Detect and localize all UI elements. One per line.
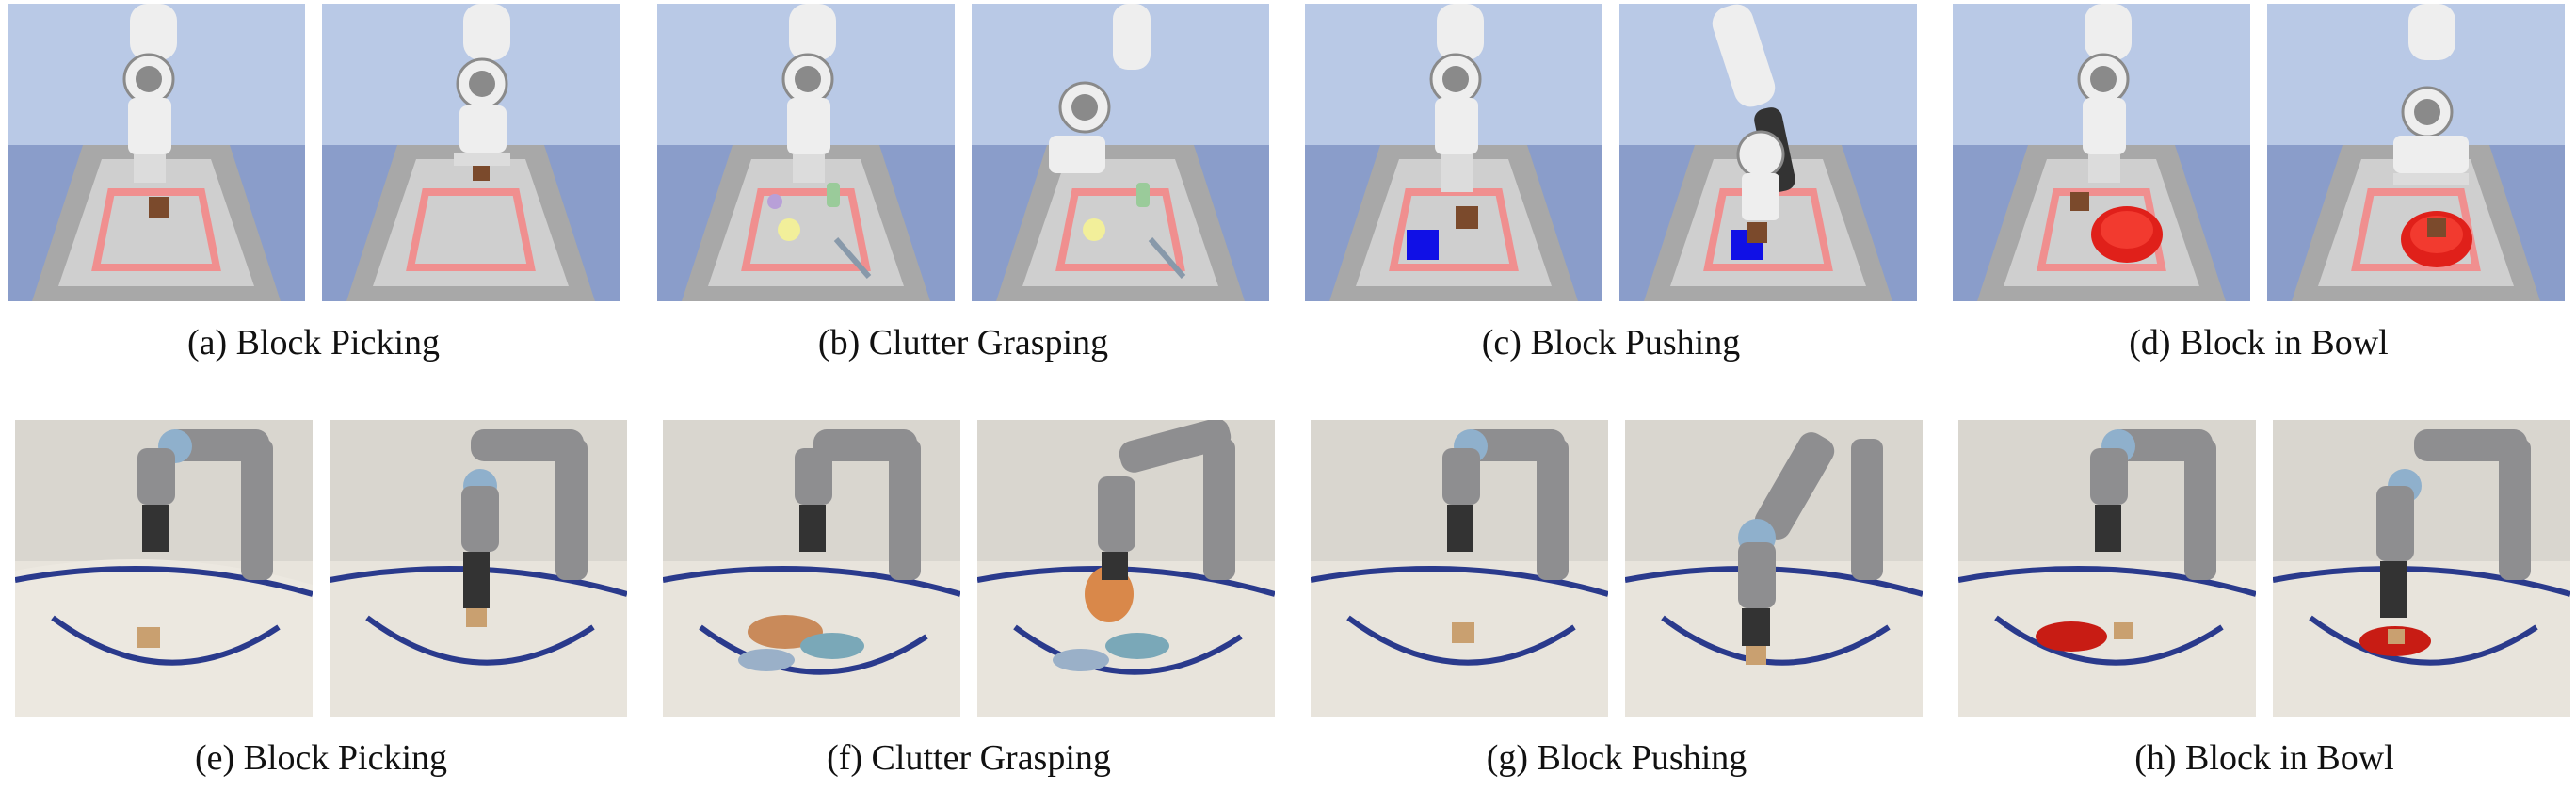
real-block-in-bowl-end-image [2273, 420, 2570, 717]
caption-e: (e) Block Picking [194, 738, 448, 778]
real-block-pushing-start-image [1311, 420, 1608, 717]
sim-block-pushing-end-image [1619, 4, 1917, 301]
sim-clutter-grasping-end-image [972, 4, 1269, 301]
sim-block-pushing-start-image [1305, 4, 1602, 301]
caption-a: (a) Block Picking [186, 323, 441, 363]
real-clutter-grasping-start-image [663, 420, 960, 717]
caption-g: (g) Block Pushing [1486, 738, 1747, 778]
caption-b: (b) Clutter Grasping [817, 323, 1109, 363]
caption-c: (c) Block Pushing [1481, 323, 1741, 363]
sim-block-picking-end-image [322, 4, 620, 301]
sim-block-picking-start-image [8, 4, 305, 301]
sim-block-in-bowl-start-image [1953, 4, 2250, 301]
real-block-picking-end-image [330, 420, 627, 717]
caption-f: (f) Clutter Grasping [827, 738, 1111, 778]
real-block-pushing-end-image [1625, 420, 1923, 717]
caption-d: (d) Block in Bowl [2129, 323, 2389, 363]
real-block-picking-start-image [15, 420, 313, 717]
sim-block-in-bowl-end-image [2267, 4, 2565, 301]
caption-h: (h) Block in Bowl [2134, 738, 2394, 778]
real-block-in-bowl-start-image [1958, 420, 2256, 717]
real-clutter-grasping-end-image [977, 420, 1275, 717]
sim-clutter-grasping-start-image [657, 4, 955, 301]
